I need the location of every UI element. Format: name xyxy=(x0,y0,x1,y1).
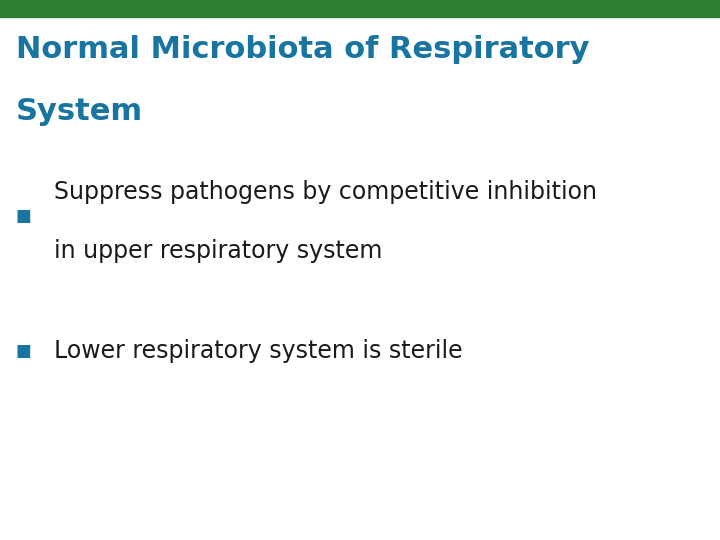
Text: Lower respiratory system is sterile: Lower respiratory system is sterile xyxy=(54,339,463,363)
Bar xyxy=(0,0,720,17)
Text: ■: ■ xyxy=(16,342,32,360)
Text: Suppress pathogens by competitive inhibition: Suppress pathogens by competitive inhibi… xyxy=(54,180,597,204)
Text: Normal Microbiota of Respiratory: Normal Microbiota of Respiratory xyxy=(16,35,590,64)
Text: in upper respiratory system: in upper respiratory system xyxy=(54,239,382,263)
Text: ■: ■ xyxy=(16,207,32,225)
Text: System: System xyxy=(16,97,143,126)
